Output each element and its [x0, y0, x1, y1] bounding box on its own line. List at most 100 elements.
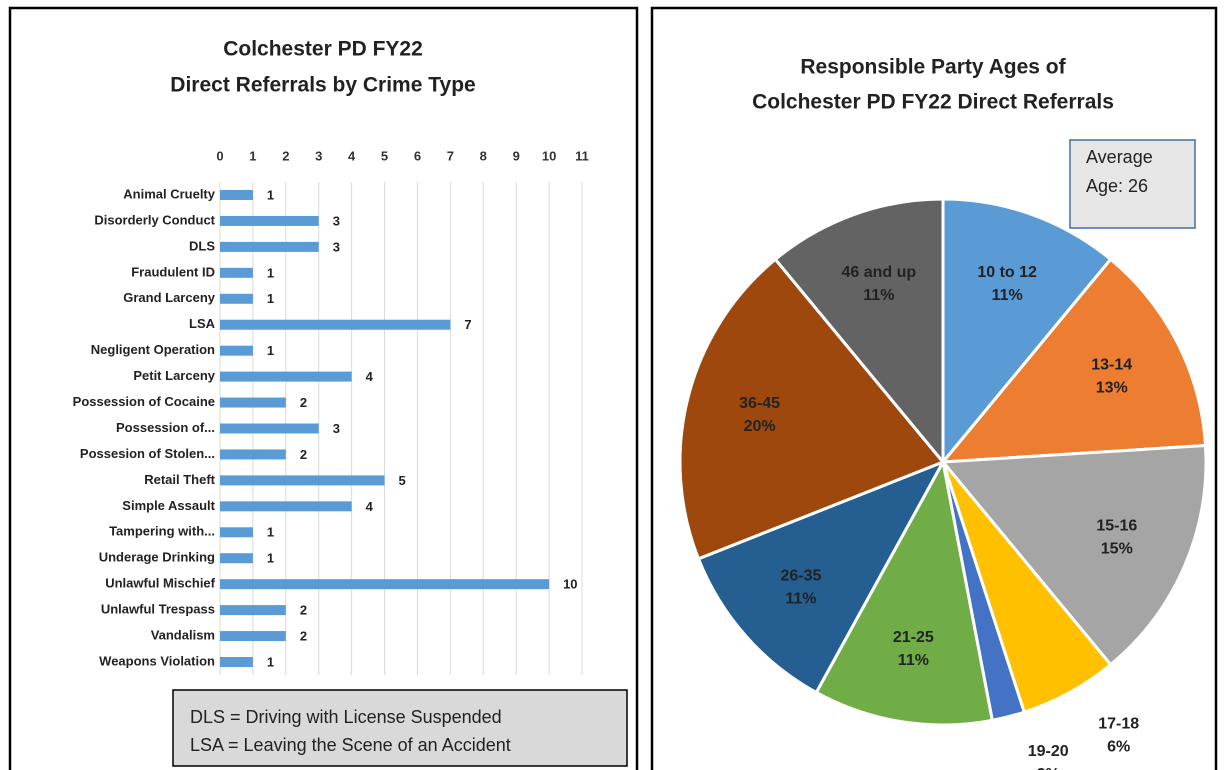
category-label: Grand Larceny [123, 290, 216, 305]
bar [220, 241, 319, 252]
pie-slice [814, 457, 995, 727]
category-label: Petit Larceny [133, 368, 215, 383]
bar [220, 527, 253, 538]
slice-category: 19-20 [1028, 743, 1069, 760]
note: DLS = Driving with License Suspended [190, 707, 502, 727]
bar [220, 190, 253, 200]
bar [220, 657, 253, 667]
bar [220, 371, 352, 382]
value-label: 1 [267, 291, 274, 306]
x-tick-label: 2 [282, 148, 289, 163]
chart-title: Colchester PD FY22 Direct Referrals [752, 91, 1114, 114]
category-label: Unlawful Mischief [105, 576, 215, 591]
category-label: Possesion of Stolen... [80, 446, 215, 461]
slice-category: 26-35 [780, 567, 821, 584]
note: Age: 26 [1086, 176, 1148, 196]
x-tick-label: 3 [315, 148, 322, 163]
x-tick-label: 9 [513, 148, 520, 163]
bar [220, 397, 286, 408]
bar [220, 423, 319, 434]
average-box [1069, 139, 1196, 229]
value-label: 4 [366, 499, 374, 514]
value-label: 2 [300, 628, 307, 643]
value-label: 1 [267, 187, 274, 202]
value-label: 2 [300, 603, 307, 618]
category-label: Simple Assault [122, 498, 215, 513]
bar [220, 449, 286, 460]
slice-category: 15-16 [1096, 517, 1137, 534]
x-tick-label: 1 [249, 148, 256, 163]
chart-title: Direct Referrals by Crime Type [170, 74, 475, 97]
slice-category: 10 to 12 [977, 264, 1037, 281]
category-label: Possession of Cocaine [73, 394, 215, 409]
category-label: Unlawful Trespass [101, 602, 215, 617]
slice-value: 6% [1107, 738, 1130, 755]
category-label: DLS [189, 238, 215, 253]
x-tick-label: 6 [414, 148, 421, 163]
bar [220, 345, 253, 356]
category-label: Vandalism [151, 627, 215, 642]
pie-slice [939, 257, 1208, 464]
x-tick-label: 8 [480, 148, 487, 163]
left-panel [8, 6, 639, 770]
category-label: Retail Theft [144, 472, 215, 487]
bar [220, 267, 253, 278]
category-label: Underage Drinking [99, 550, 215, 565]
value-label: 1 [267, 265, 274, 280]
bar [220, 215, 319, 226]
category-label: Disorderly Conduct [94, 212, 215, 227]
slice-category: 46 and up [842, 264, 917, 281]
note-box [172, 689, 628, 767]
category-label: Weapons Violation [99, 653, 215, 668]
value-label: 10 [563, 577, 577, 592]
category-label: Possession of... [116, 420, 215, 435]
slice-value: 11% [992, 287, 1023, 304]
value-label: 2 [300, 395, 307, 410]
x-tick-label: 5 [381, 148, 388, 163]
right-panel [650, 6, 1218, 770]
bar [220, 293, 253, 304]
note: LSA = Leaving the Scene of an Accident [190, 735, 511, 755]
value-label: 1 [267, 551, 274, 566]
x-tick-label: 10 [542, 148, 556, 163]
pie-slice [773, 197, 945, 467]
pie-slice [939, 443, 1208, 667]
pie-slice [696, 459, 947, 695]
value-label: 3 [333, 421, 340, 436]
value-label: 5 [399, 473, 406, 488]
value-label: 1 [267, 525, 274, 540]
slice-category: 21-25 [893, 629, 934, 646]
category-label: Negligent Operation [91, 342, 215, 357]
bar [220, 631, 286, 642]
x-tick-label: 4 [348, 148, 356, 163]
slice-value: 15% [1101, 540, 1133, 557]
slice-value: 2% [1037, 766, 1060, 770]
bar [220, 319, 451, 330]
value-label: 3 [333, 213, 340, 228]
value-label: 4 [366, 369, 374, 384]
bar [220, 501, 352, 512]
bar [220, 579, 550, 590]
chart-title: Responsible Party Ages of [800, 56, 1066, 79]
category-label: LSA [189, 316, 216, 331]
slice-value: 13% [1096, 379, 1128, 396]
value-label: 1 [267, 343, 274, 358]
x-tick-label: 7 [447, 148, 454, 163]
value-label: 3 [333, 239, 340, 254]
slice-category: 17-18 [1098, 715, 1139, 732]
x-tick-label: 11 [575, 148, 589, 163]
pie-slice [678, 257, 946, 561]
category-label: Tampering with... [109, 524, 215, 539]
bar [220, 605, 286, 616]
value-label: 7 [464, 317, 471, 332]
note: Average [1086, 147, 1153, 167]
bar [220, 553, 253, 564]
chart-title: Colchester PD FY22 [223, 38, 423, 61]
x-tick-label: 0 [216, 148, 223, 163]
value-label: 1 [267, 654, 274, 669]
category-label: Fraudulent ID [131, 264, 215, 279]
bar [220, 475, 385, 486]
slice-category: 36-45 [739, 395, 780, 412]
slice-value: 11% [863, 287, 894, 304]
